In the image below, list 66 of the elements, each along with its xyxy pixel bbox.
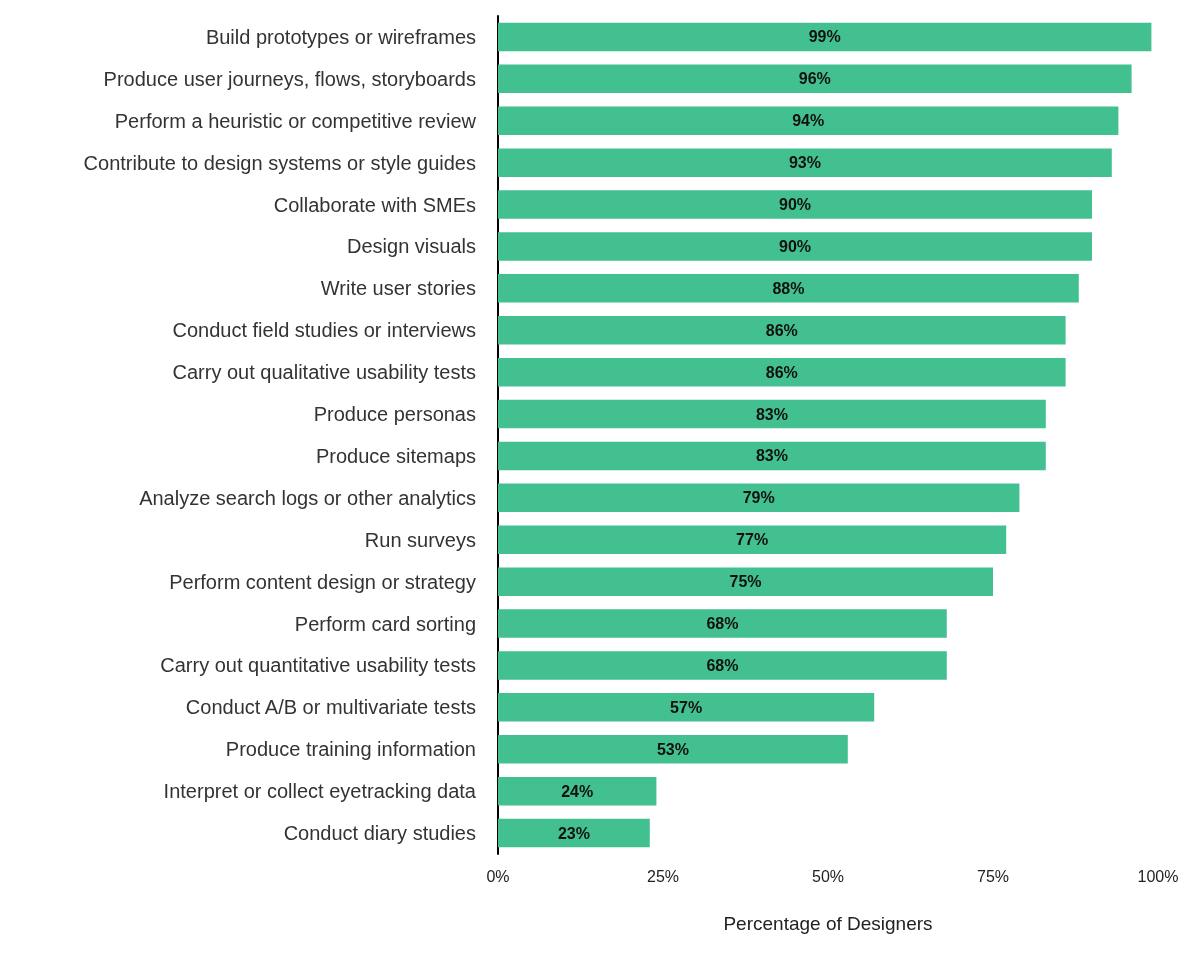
bar [498,232,1092,261]
y-tick-label: Write user stories [320,277,476,300]
bar [498,399,1046,429]
bar [498,22,1152,52]
y-tick-label: Conduct diary studies [283,822,476,845]
y-tick-label: Analyze search logs or other analytics [139,486,476,509]
bar [498,776,657,806]
bar [498,525,1007,554]
y-tick-label: Perform card sorting [294,612,476,635]
x-tick-label: 25% [646,867,680,885]
y-tick-label: Produce personas [313,403,476,426]
bar [498,190,1092,219]
bar [498,106,1119,135]
x-tick-label: 100% [1137,867,1179,885]
data-label: 53% [656,740,689,758]
data-label: 57% [670,698,703,716]
data-label: 88% [772,279,805,297]
data-label: 90% [778,237,812,255]
bar [498,818,650,848]
y-tick-label: Produce training information [225,738,476,761]
x-axis-title: Percentage of Designers [723,913,933,934]
data-label: 99% [808,28,841,46]
data-label: 86% [765,321,798,339]
bar [498,357,1066,387]
data-label: 68% [706,615,739,633]
bar [498,316,1066,345]
x-tick-label: 75% [976,867,1010,885]
data-label: 24% [561,782,594,800]
bar [498,64,1132,94]
data-label: 86% [765,363,798,381]
bar [498,609,947,638]
y-tick-label: Run surveys [364,528,476,551]
y-tick-label: Collaborate with SMEs [273,193,476,216]
bar [498,651,947,680]
y-tick-label: Design visuals [347,235,476,258]
y-tick-label: Carry out quantitative usability tests [160,654,476,677]
data-label: 83% [755,405,788,423]
y-tick-label: Contribute to design systems or style guides [83,151,476,174]
y-tick-label: Conduct field studies or interviews [172,319,476,342]
data-label: 75% [729,573,762,591]
bar [498,735,848,764]
y-tick-label: Perform content design or strategy [169,570,476,593]
y-tick-label: Conduct A/B or multivariate tests [185,696,476,719]
bar [498,441,1046,471]
data-label: 79% [742,489,775,507]
y-tick-label: Produce user journeys, flows, storyboards [103,67,476,90]
x-tick-label: 50% [811,867,845,885]
bar [498,483,1020,513]
y-tick-label: Produce sitemaps [315,444,476,467]
bar [498,274,1079,303]
data-label: 68% [706,656,739,674]
bar [498,693,875,722]
bar [498,148,1112,177]
y-tick-label: Interpret or collect eyetracking data [163,780,477,803]
y-tick-label: Build prototypes or wireframes [205,25,476,48]
y-tick-label: Carry out qualitative usability tests [172,361,476,384]
data-label: 94% [792,112,825,130]
x-tick-label: 0% [486,867,510,885]
data-label: 93% [788,154,821,172]
data-label: 83% [755,447,788,465]
data-label: 96% [798,70,831,88]
data-label: 90% [778,196,812,214]
data-label: 23% [557,824,590,842]
bar [498,567,993,596]
data-label: 77% [736,531,769,549]
y-tick-label: Perform a heuristic or competitive review [114,109,477,132]
